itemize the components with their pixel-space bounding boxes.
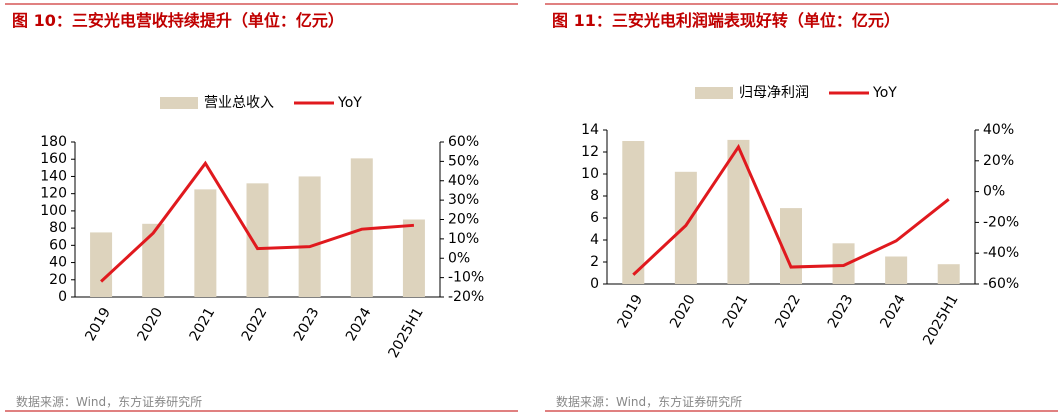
y2-tick-label: -60% [983,276,1019,292]
x-tick-label: 2019 [615,292,647,331]
x-tick-label: 2021 [187,305,219,344]
y-tick-label: 40 [49,255,67,271]
x-tick-label: 2024 [343,305,375,344]
bar [402,219,425,297]
x-tick-label: 2025H1 [385,305,426,361]
y-tick-label: 10 [581,166,599,182]
x-tick-label: 2019 [82,305,114,344]
legend-label: YoY [872,85,897,101]
y-tick-label: 20 [49,272,67,288]
y-tick-label: 160 [40,151,67,167]
y-tick-label: 100 [40,203,67,219]
bar [622,141,645,284]
legend-label: 归母净利润 [739,84,809,101]
y2-tick-label: 50% [448,153,479,169]
x-tick-label: 2020 [667,292,699,331]
legend-label: 营业总收入 [204,95,274,111]
y2-tick-label: -10% [448,270,484,286]
bar [142,223,165,297]
x-tick-label: 2023 [825,292,857,331]
bar [298,176,321,297]
bar [885,256,908,284]
y-tick-label: 6 [590,210,599,226]
y-tick-label: 140 [40,168,67,184]
bar [246,183,269,297]
bar [727,139,750,284]
x-tick-label: 2021 [720,292,752,331]
y2-tick-label: 0% [983,184,1005,200]
y2-tick-label: -40% [983,245,1019,261]
y-tick-label: 4 [590,232,599,248]
y-tick-label: 2 [590,254,599,270]
y2-tick-label: 20% [448,212,479,228]
y-tick-label: 0 [58,289,67,305]
y-tick-label: 14 [581,122,599,138]
y2-tick-label: -20% [448,289,484,305]
y-tick-label: 0 [590,276,599,292]
bar [350,158,373,297]
line-series [100,160,415,283]
y-tick-label: 60 [49,237,67,253]
y-tick-label: 180 [40,134,67,150]
source: 数据来源：Wind，东方证券研究所 [556,394,742,409]
y-tick-label: 8 [590,188,599,204]
y-tick-label: 80 [49,220,67,236]
legend-swatch [695,87,733,99]
y2-tick-label: 60% [448,134,479,150]
bar [832,243,855,284]
y2-tick-label: 20% [983,153,1014,169]
bar [674,171,697,284]
y2-tick-label: 40% [448,173,479,189]
source: 数据来源：Wind，东方证券研究所 [16,394,202,409]
x-tick-label: 2024 [877,292,909,331]
x-tick-label: 2023 [291,305,323,344]
y2-tick-label: 10% [448,231,479,247]
legend-label: YoY [337,95,362,111]
y2-tick-label: 40% [983,122,1014,138]
x-tick-label: 2022 [772,292,804,331]
y2-tick-label: -20% [983,214,1019,230]
y-tick-label: 120 [40,186,67,202]
y-tick-label: 12 [581,144,599,160]
y2-tick-label: 0% [448,250,470,266]
chart-title: 图 11：三安光电利润端表现好转（单位：亿元） [552,11,900,30]
x-tick-label: 2022 [239,305,271,344]
chart-title: 图 10：三安光电营收持续提升（单位：亿元） [12,11,344,30]
bar [194,189,217,297]
bar [780,208,802,284]
legend-swatch [160,97,198,109]
x-tick-label: 2025H1 [920,292,961,348]
bar [937,264,960,284]
x-tick-label: 2020 [134,305,166,344]
y2-tick-label: 30% [448,192,479,208]
bar [90,232,113,297]
line-series [632,143,950,276]
